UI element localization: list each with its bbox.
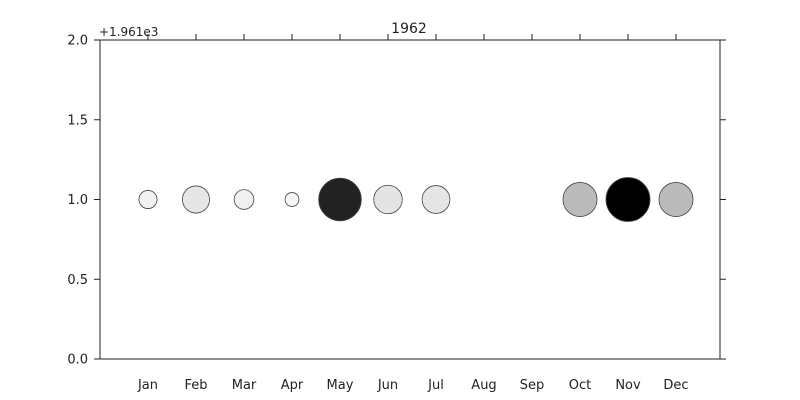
axes: 0.0 0.5 1.0 1.5 2.0 Jan Feb Mar Apr May Jun Jul Aug S… [67,34,726,393]
point-jan [138,190,158,209]
points [138,177,694,222]
point-dec [658,182,694,217]
y-tick-label-2: 1.0 [67,193,88,208]
x-tick-label-5: Jun [377,378,398,393]
y-tick-label-1: 0.5 [67,273,88,288]
y-tick-label-0: 0.0 [67,353,88,368]
x-tick-label-2: Mar [232,378,257,393]
x-tick-label-9: Oct [569,378,591,393]
point-jul [421,185,451,214]
y-tick-label-3: 1.5 [67,113,88,128]
x-tick-label-11: Dec [663,378,688,393]
x-tick-label-1: Feb [184,378,207,393]
x-tick-label-4: May [327,378,354,393]
point-feb [182,185,210,214]
point-nov [605,177,651,222]
x-tick-label-10: Nov [615,378,641,393]
x-tick-label-3: Apr [281,378,304,393]
point-mar [233,189,255,210]
chart-title: 1962 [391,21,427,37]
x-tick-label-0: Jan [137,378,158,393]
point-apr [284,192,300,207]
x-tick-label-6: Jul [427,378,444,393]
x-tick-label-8: Sep [520,378,545,393]
y-offset-label: +1.961e3 [99,25,158,39]
y-tick-label-4: 2.0 [67,34,88,49]
point-may [318,177,362,222]
point-jun [373,184,403,215]
point-oct [562,182,598,217]
x-tick-label-7: Aug [471,378,496,393]
